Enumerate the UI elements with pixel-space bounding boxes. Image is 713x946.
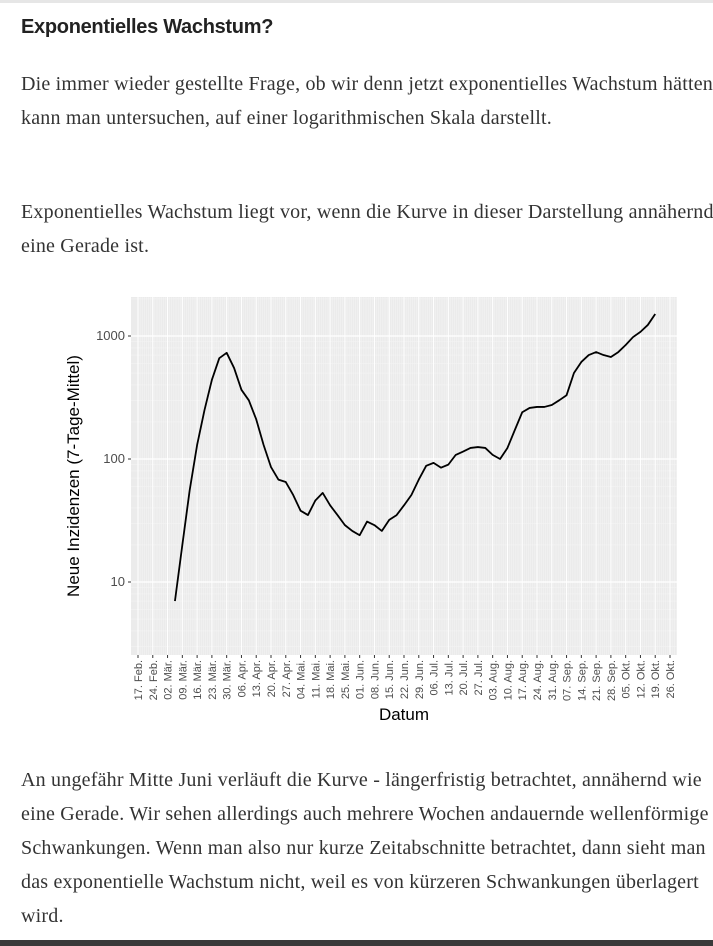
x-tick-label: 23. Mär. — [207, 660, 219, 700]
x-tick-label: 09. Mär. — [177, 660, 189, 700]
x-tick-label: 06. Jul. — [429, 660, 441, 695]
x-tick-label: 20. Apr. — [266, 660, 278, 697]
x-tick-label: 10. Aug. — [502, 660, 514, 700]
x-tick-label: 30. Mär. — [222, 660, 234, 700]
data-line — [174, 313, 656, 602]
x-tick-label: 24. Feb. — [148, 660, 160, 700]
x-tick-label: 11. Mai. — [310, 660, 322, 698]
x-tick-label: 07. Sep. — [562, 660, 574, 701]
x-axis-title: Datum — [379, 705, 429, 724]
x-tick-label: 18. Mai. — [325, 660, 337, 699]
x-tick-label: 15. Jun. — [384, 660, 396, 699]
x-tick-label: 03. Aug. — [488, 660, 500, 700]
x-tick-label: 27. Jul. — [473, 660, 485, 695]
x-tick-label: 06. Apr. — [236, 660, 248, 697]
x-tick-label: 29. Jun. — [414, 660, 426, 699]
x-tick-label: 21. Sep. — [591, 660, 603, 701]
x-tick-label: 27. Apr. — [281, 660, 293, 697]
x-tick-label: 13. Jul. — [443, 660, 455, 695]
x-tick-label: 24. Aug. — [532, 660, 544, 700]
x-tick-label: 02. Mär. — [163, 660, 175, 700]
x-tick-label: 04. Mai. — [296, 660, 308, 699]
heading: Exponentielles Wachstum? — [21, 16, 274, 38]
x-tick-label: 17. Aug. — [517, 660, 529, 700]
paragraph: Exponentielles Wachstum liegt vor, wenn … — [21, 201, 713, 257]
paragraph: Die immer wieder gestellte Frage, ob wir… — [21, 73, 713, 129]
x-tick-label: 19. Okt. — [650, 660, 662, 699]
y-tick-label: 10 — [111, 574, 125, 589]
x-tick-label: 01. Jun. — [355, 660, 367, 699]
x-tick-label: 25. Mai. — [340, 660, 352, 699]
bottom-bar — [0, 940, 713, 946]
x-tick-label: 16. Mär. — [192, 660, 204, 700]
x-tick-label: 17. Feb. — [133, 660, 145, 700]
x-tick-label: 13. Apr. — [251, 660, 263, 697]
x-tick-label: 22. Jun. — [399, 660, 411, 699]
paragraph: An ungefähr Mitte Juni verläuft die Kurv… — [21, 769, 709, 927]
y-tick-label: 1000 — [96, 328, 125, 343]
x-tick-label: 14. Sep. — [576, 660, 588, 701]
chart: Datum Neue Inzidenzen (7-Tage-Mittel) 10… — [64, 297, 677, 724]
y-tick-label: 100 — [103, 451, 125, 466]
x-tick-label: 31. Aug. — [547, 660, 559, 700]
x-tick-label: 05. Okt. — [621, 660, 633, 699]
y-axis-title: Neue Inzidenzen (7-Tage-Mittel) — [64, 355, 83, 597]
x-tick-label: 12. Okt. — [635, 660, 647, 699]
x-tick-label: 26. Okt. — [665, 660, 677, 699]
x-tick-label: 08. Jun. — [369, 660, 381, 699]
top-rule — [0, 0, 713, 3]
x-tick-label: 28. Sep. — [606, 660, 618, 701]
x-tick-label: 20. Jul. — [458, 660, 470, 695]
